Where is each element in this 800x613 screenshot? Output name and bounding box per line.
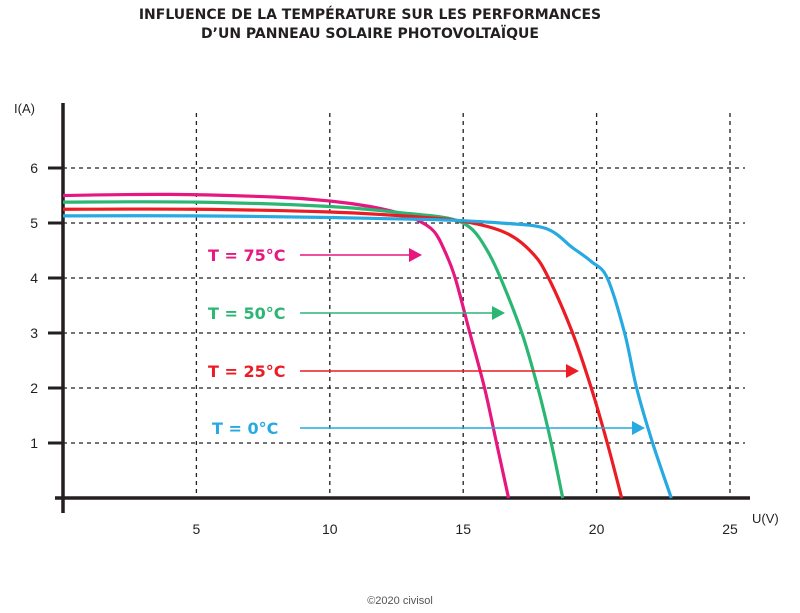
legend-label: T = 75°C	[208, 246, 285, 265]
legend-arrow-head-icon	[409, 248, 422, 262]
copyright-footer: ©2020 civisol	[367, 595, 433, 607]
legend-label: T = 50°C	[208, 304, 285, 323]
y-tick-label: 4	[30, 270, 38, 286]
legend-label: T = 0°C	[212, 419, 278, 438]
chart-title-line-2: D’UN PANNEAU SOLAIRE PHOTOVOLTAÏQUE	[201, 26, 539, 42]
y-tick-label: 1	[30, 435, 38, 451]
legend-arrow-head-icon	[566, 364, 579, 378]
series-line-3	[62, 214, 673, 499]
x-tick-label: 5	[193, 521, 201, 537]
y-tick-label: 2	[30, 380, 38, 396]
y-tick-label: 6	[30, 160, 38, 176]
chart-title: INFLUENCE DE LA TEMPÉRATURE SUR LES PERF…	[0, 6, 740, 44]
legend-arrow-head-icon	[632, 421, 645, 435]
chart-title-line-1: INFLUENCE DE LA TEMPÉRATURE SUR LES PERF…	[138, 7, 602, 23]
legend-label: T = 25°C	[208, 362, 285, 381]
x-tick-label: 10	[322, 521, 338, 537]
legend-arrow-head-icon	[492, 306, 505, 320]
series-line-2	[62, 207, 624, 499]
x-tick-label: 15	[455, 521, 471, 537]
y-tick-label: 5	[30, 215, 38, 231]
x-tick-label: 20	[589, 521, 605, 537]
y-tick-label: 3	[30, 325, 38, 341]
x-tick-label: 25	[722, 521, 738, 537]
series-line-0	[62, 192, 511, 499]
y-axis-label: I(A)	[14, 101, 35, 116]
series-line-1	[62, 200, 565, 499]
x-axis-label: U(V)	[752, 511, 779, 526]
